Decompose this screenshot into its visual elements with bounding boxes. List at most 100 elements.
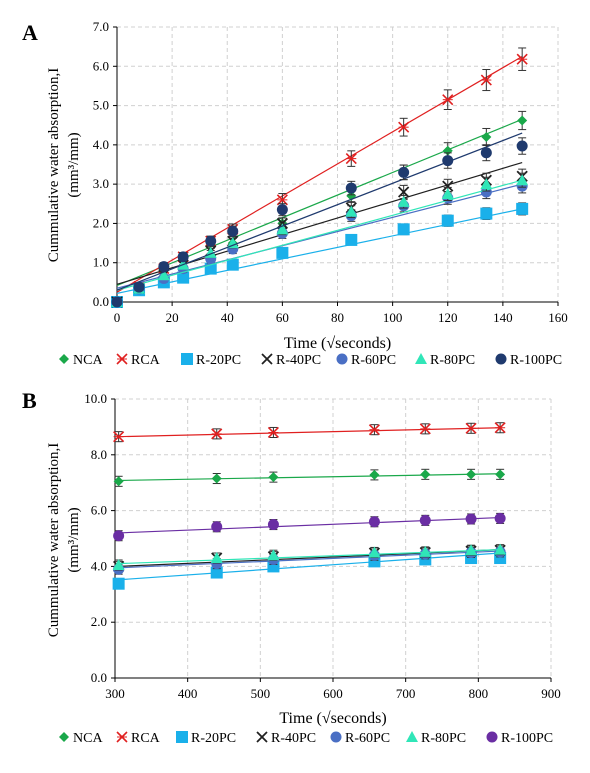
series-r-60pc — [111, 178, 528, 308]
y-axis-label: Cummulative water absorption,I — [46, 443, 62, 638]
x-tick-label: 140 — [493, 310, 513, 325]
data-point — [267, 426, 279, 439]
x-tick-label: 400 — [178, 686, 198, 701]
y-tick-label: 10.0 — [84, 391, 107, 406]
legend-item-r-60pc: R-60PC — [336, 353, 396, 368]
data-point — [368, 516, 380, 528]
data-point — [369, 469, 380, 480]
data-point — [268, 472, 279, 483]
data-point — [516, 140, 528, 152]
data-point — [211, 473, 222, 484]
y-tick-label: 0.0 — [93, 294, 109, 309]
data-point — [397, 223, 410, 236]
data-point — [111, 296, 123, 308]
legend-item-r-80pc: R-80PC — [406, 731, 466, 746]
legend-marker — [486, 731, 498, 743]
x-tick-label: 600 — [323, 686, 343, 701]
x-tick-label: 300 — [105, 686, 125, 701]
legend-marker — [406, 731, 418, 742]
legend: NCA RCA R-20PC R-40PC R-60PC R-80PC R-100PC — [59, 731, 553, 746]
y-tick-label: 6.0 — [91, 503, 107, 518]
data-point — [481, 132, 492, 142]
y-tick-label: 2.0 — [91, 614, 107, 629]
data-point — [368, 546, 381, 558]
legend-marker — [415, 353, 427, 364]
x-tick-label: 800 — [469, 686, 489, 701]
series-r-60pc — [113, 546, 506, 575]
data-point — [227, 225, 239, 237]
legend-item-r-80pc: R-80PC — [415, 353, 475, 368]
data-point — [177, 271, 190, 284]
data-point — [465, 422, 477, 434]
data-point — [442, 180, 454, 192]
series-r-80pc — [111, 172, 529, 307]
data-point — [494, 543, 507, 555]
data-point — [398, 166, 410, 178]
y-tick-label: 6.0 — [93, 58, 109, 73]
data-point — [267, 549, 280, 561]
data-point — [516, 174, 529, 186]
y-axis-unit-label: (mm³/mm) — [66, 507, 82, 572]
trend-line-r-20pc — [118, 552, 501, 581]
data-point — [177, 251, 189, 263]
y-tick-label: 4.0 — [91, 558, 107, 573]
data-point — [226, 237, 239, 249]
data-point — [441, 214, 454, 227]
data-point — [465, 544, 478, 556]
legend-item-r-20pc: R-20PC — [176, 731, 236, 746]
series-r-100pc — [111, 132, 528, 308]
x-tick-label: 60 — [276, 310, 289, 325]
legend-label: R-100PC — [501, 731, 553, 746]
legend-item-r-40pc: R-40PC — [261, 353, 321, 368]
legend-label: RCA — [131, 353, 161, 368]
panel-label: A — [22, 20, 38, 45]
data-point — [158, 261, 170, 273]
x-tick-label: 120 — [438, 310, 458, 325]
legend-label: RCA — [131, 731, 161, 746]
y-tick-label: 7.0 — [93, 19, 109, 34]
data-point — [210, 566, 223, 579]
data-point — [226, 258, 239, 271]
data-point — [157, 269, 170, 281]
data-point — [112, 559, 125, 571]
legend-label: R-20PC — [196, 353, 241, 368]
y-tick-label: 4.0 — [93, 137, 109, 152]
data-point — [133, 281, 145, 293]
x-axis-label: Time (√seconds) — [284, 335, 391, 352]
legend-item-nca: NCA — [59, 353, 103, 368]
legend-marker — [261, 353, 273, 365]
legend-marker — [116, 353, 128, 365]
data-point — [276, 223, 289, 235]
data-point — [113, 530, 125, 542]
trend-line-rca — [118, 427, 501, 438]
trend-line-nca — [118, 473, 501, 482]
y-tick-label: 0.0 — [91, 670, 107, 685]
trend-line-r-60pc — [118, 550, 501, 569]
trend-line-r-80pc — [118, 549, 501, 565]
legend-label: R-60PC — [351, 353, 396, 368]
legend-label: R-80PC — [430, 353, 475, 368]
legend-label: R-40PC — [271, 731, 316, 746]
data-point — [516, 202, 529, 215]
legend-item-r-100pc: R-100PC — [495, 353, 562, 368]
x-tick-label: 500 — [251, 686, 271, 701]
data-point — [465, 513, 477, 525]
legend-item-rca: RCA — [116, 731, 161, 746]
y-tick-label: 2.0 — [93, 215, 109, 230]
chart-panel-a: A 0 20 40 60 80 100 120 140 160 0.0 1.0 2.0 3.0 4.0 5.0… — [22, 19, 568, 368]
data-point — [210, 552, 223, 564]
data-point — [113, 476, 124, 487]
data-point — [211, 521, 223, 533]
series-r-100pc — [113, 512, 506, 542]
y-axis-label: Cummulative water absorption,I — [46, 68, 62, 263]
series-r-80pc — [112, 543, 507, 571]
legend-item-r-40pc: R-40PC — [256, 731, 316, 746]
legend-label: R-100PC — [510, 353, 562, 368]
y-tick-label: 5.0 — [93, 98, 109, 113]
data-point — [345, 153, 357, 165]
data-point — [441, 187, 454, 199]
data-point — [480, 207, 493, 220]
series-nca — [112, 110, 528, 307]
data-point — [419, 514, 431, 526]
